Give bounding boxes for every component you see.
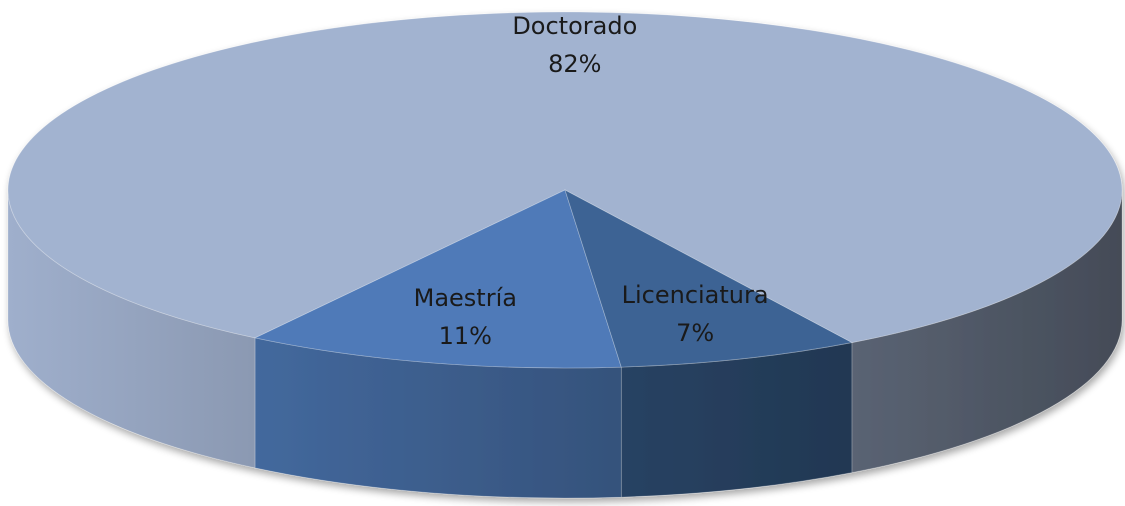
slice-value: 82%: [548, 50, 601, 78]
pie-slice: [253, 189, 622, 369]
slice-label: Licenciatura: [622, 281, 769, 309]
slice-label: Maestría: [414, 284, 517, 312]
pie: [7, 11, 1123, 499]
slice-value: 11%: [439, 322, 492, 350]
slice-label: Doctorado: [512, 12, 637, 40]
slice-value: 7%: [676, 319, 714, 347]
pie-slice: [7, 11, 1123, 343]
pie-slice: [564, 189, 854, 368]
